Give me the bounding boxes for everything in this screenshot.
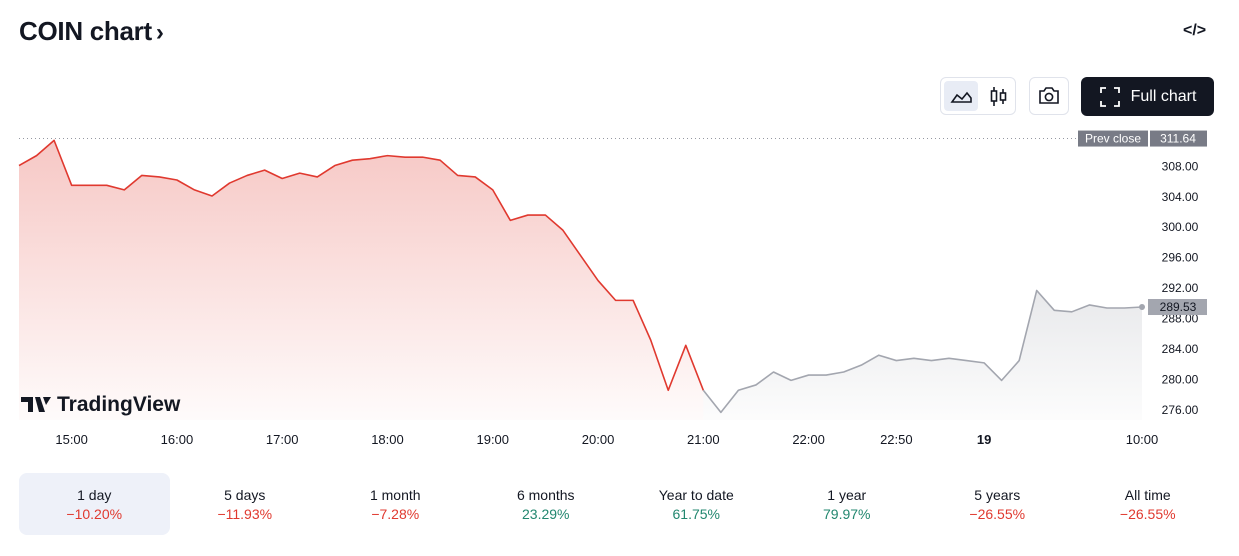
prev-close-value: 311.64 bbox=[1160, 132, 1196, 146]
y-tick-label: 288.00 bbox=[1162, 312, 1199, 326]
range-change: −26.55% bbox=[1119, 506, 1176, 522]
prev-close-label: Prev close bbox=[1085, 132, 1141, 146]
y-tick-label: 300.00 bbox=[1162, 220, 1199, 234]
x-tick-label: 18:00 bbox=[371, 432, 404, 447]
range-tabs: 1 day −10.20% 5 days −11.93% 1 month −7.28% 6 … bbox=[19, 473, 1223, 535]
price-chart: 276.00 280.00 284.00 288.00 292.00 296.00 300.… bbox=[18, 130, 1207, 447]
line-icon bbox=[950, 91, 972, 103]
x-tick-label: 17:00 bbox=[266, 432, 299, 447]
fullscreen-icon bbox=[1099, 86, 1120, 107]
range-tab[interactable]: Year to date 61.75% bbox=[621, 473, 772, 535]
range-label: Year to date bbox=[658, 487, 734, 503]
x-tick-label: 19 bbox=[977, 432, 991, 447]
range-label: 1 month bbox=[369, 487, 421, 503]
y-tick-label: 284.00 bbox=[1162, 342, 1199, 356]
embed-button[interactable]: </> bbox=[1183, 22, 1207, 39]
x-tick-label: 20:00 bbox=[582, 432, 615, 447]
range-tab[interactable]: 6 months 23.29% bbox=[471, 473, 622, 535]
range-tab[interactable]: 5 days −11.93% bbox=[170, 473, 321, 535]
full-chart-label: Full chart bbox=[1130, 87, 1197, 105]
x-tick-label: 15:00 bbox=[55, 432, 88, 447]
x-tick-label: 22:50 bbox=[880, 432, 913, 447]
x-tick-label: 16:00 bbox=[161, 432, 194, 447]
candle-style-button[interactable] bbox=[985, 82, 1013, 112]
price-area bbox=[703, 290, 1142, 420]
x-tick-label: 10:00 bbox=[1126, 432, 1159, 447]
range-change: −26.55% bbox=[969, 506, 1026, 522]
last-price-tag bbox=[1148, 299, 1207, 316]
title: COIN chart bbox=[19, 16, 152, 46]
range-tab[interactable]: 1 month −7.28% bbox=[320, 473, 471, 535]
range-tab[interactable]: 1 day −10.20% bbox=[19, 473, 170, 535]
range-label: 1 year bbox=[827, 487, 867, 503]
range-change: −10.20% bbox=[66, 506, 123, 522]
price-area bbox=[19, 140, 704, 420]
x-tick-label: 19:00 bbox=[476, 432, 509, 447]
y-tick-label: 308.00 bbox=[1162, 159, 1199, 173]
y-tick-label: 304.00 bbox=[1162, 190, 1199, 204]
last-point bbox=[1139, 304, 1145, 311]
title-link[interactable]: COIN chart › bbox=[19, 16, 164, 47]
range-change: 61.75% bbox=[672, 506, 720, 522]
chart-style-toggle bbox=[940, 77, 1016, 115]
range-label: 5 days bbox=[224, 487, 266, 503]
line-style-button[interactable] bbox=[944, 81, 978, 111]
y-tick-label: 296.00 bbox=[1162, 251, 1199, 265]
x-tick-label: 22:00 bbox=[792, 432, 825, 447]
prev-close-value-tag bbox=[1150, 130, 1207, 147]
y-tick-label: 280.00 bbox=[1162, 373, 1199, 387]
last-price-label: 289.53 bbox=[1160, 300, 1197, 314]
price-line bbox=[702, 289, 1143, 414]
range-label: 1 day bbox=[77, 487, 112, 503]
range-label: All time bbox=[1124, 487, 1171, 503]
full-chart-button[interactable]: Full chart bbox=[1081, 77, 1214, 116]
range-tab[interactable]: 1 year 79.97% bbox=[772, 473, 923, 535]
x-tick-label: 21:00 bbox=[687, 432, 720, 447]
y-tick-label: 276.00 bbox=[1162, 403, 1199, 417]
watermark: TradingView bbox=[21, 393, 181, 416]
snapshot-button[interactable] bbox=[1029, 77, 1069, 115]
camera-icon bbox=[1039, 87, 1059, 104]
range-label: 5 years bbox=[974, 487, 1021, 503]
range-change: −11.93% bbox=[217, 506, 273, 522]
prev-close-tag bbox=[1078, 130, 1148, 147]
range-change: 23.29% bbox=[522, 506, 570, 522]
price-line bbox=[18, 139, 705, 392]
watermark-text: TradingView bbox=[57, 393, 181, 416]
range-tab[interactable]: All time −26.55% bbox=[1073, 473, 1224, 535]
range-change: −7.28% bbox=[371, 506, 420, 522]
y-tick-label: 292.00 bbox=[1162, 281, 1199, 295]
range-label: 6 months bbox=[516, 487, 575, 503]
range-change: 79.97% bbox=[823, 506, 871, 522]
range-tab[interactable]: 5 years −26.55% bbox=[922, 473, 1073, 535]
chevron: › bbox=[155, 19, 164, 46]
